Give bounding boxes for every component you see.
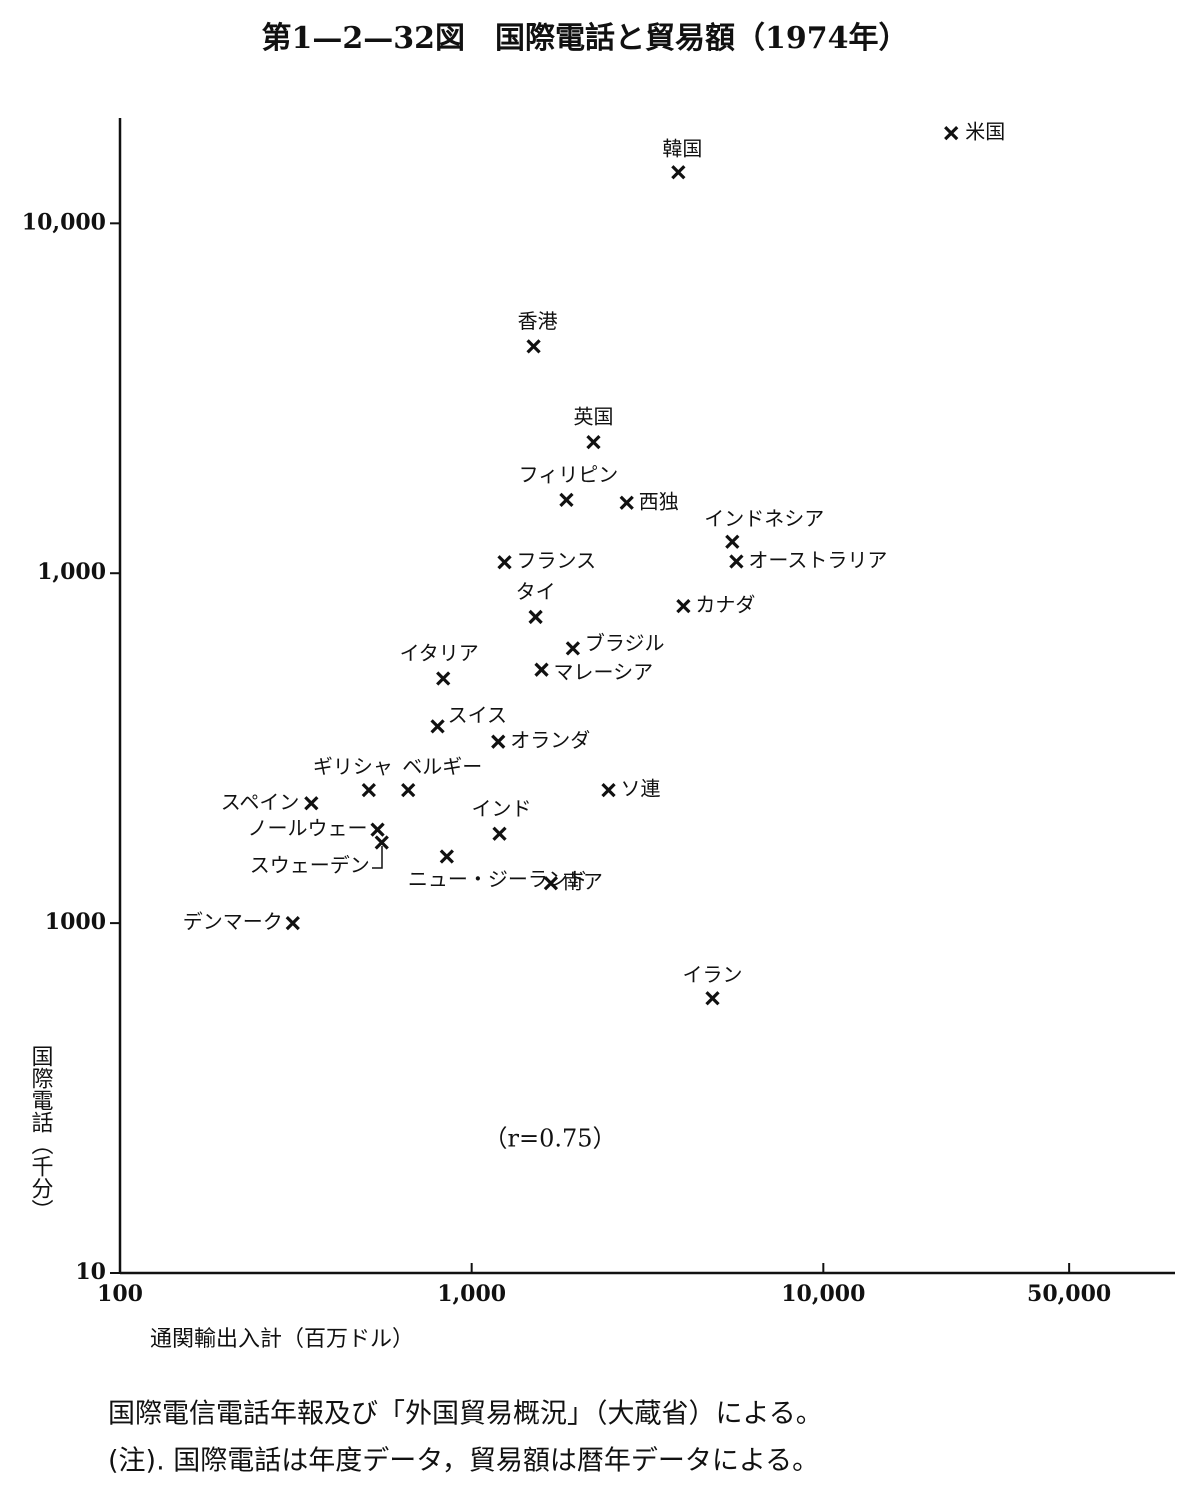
- point-label: 米国: [965, 120, 1005, 144]
- point-label: ブラジル: [585, 631, 665, 655]
- point: [439, 849, 454, 864]
- point: [705, 991, 720, 1006]
- point: [543, 876, 559, 891]
- point-label: イラン: [683, 963, 743, 987]
- point: [559, 492, 574, 508]
- point-label: 韓国: [662, 137, 702, 161]
- point: [361, 782, 376, 798]
- point: [492, 826, 507, 841]
- point-label: スイス: [448, 703, 507, 727]
- y-tick-label: 1000: [45, 909, 106, 935]
- leader-line: [372, 846, 383, 869]
- annotation: （r=0.75）: [483, 1125, 616, 1153]
- point-label: スペイン: [221, 790, 300, 814]
- y-tick-label: 1,000: [37, 559, 106, 585]
- point: [370, 822, 385, 837]
- point: [944, 126, 959, 141]
- point: [671, 165, 686, 180]
- point-label: フィリピン: [519, 462, 619, 486]
- x-axis-label: 通関輸出入計（百万ドル）: [150, 1327, 414, 1352]
- point: [491, 734, 506, 749]
- point-label: ノールウェー: [248, 816, 368, 840]
- x-tick-label: 10,000: [781, 1281, 865, 1307]
- point-label: インド: [472, 796, 532, 820]
- point-label: インドネシア: [704, 506, 824, 530]
- point-label: 英国: [573, 405, 613, 429]
- point-label: ニュー・ジーランド: [408, 867, 588, 891]
- point: [725, 534, 740, 549]
- x-tick-label: 50,000: [1027, 1281, 1111, 1307]
- point: [436, 671, 451, 686]
- point-label: オランダ: [510, 728, 590, 752]
- point-label: イタリア: [400, 641, 479, 665]
- y-tick-label: 10: [75, 1259, 106, 1285]
- point-label: 西独: [639, 489, 679, 513]
- point: [430, 719, 445, 734]
- point-label: オーストラリア: [748, 548, 887, 572]
- note: (注). 国際電話は年度データ，貿易額は暦年データによる。: [108, 1446, 819, 1477]
- y-axis-label: 国際電話（千分）: [28, 1045, 54, 1221]
- y-tick-label: 10,000: [22, 209, 106, 235]
- point: [565, 641, 581, 656]
- point-label: タイ: [516, 579, 556, 603]
- point: [285, 915, 300, 931]
- point: [528, 609, 543, 625]
- point-label: マレーシア: [554, 660, 654, 684]
- point-label: スウェーデン: [250, 853, 370, 877]
- point-label: デンマーク: [183, 910, 283, 934]
- point-label: ソ連: [621, 777, 661, 801]
- x-tick-label: 1,000: [437, 1281, 506, 1307]
- point: [374, 835, 389, 850]
- note: 国際電信電話年報及び「外国貿易概況」（大蔵省）による。: [108, 1399, 823, 1430]
- point-label: フランス: [517, 549, 597, 573]
- point-label: 香港: [518, 309, 558, 333]
- point: [401, 782, 416, 798]
- x-tick-label: 100: [97, 1281, 143, 1307]
- point-label: 南ア: [563, 870, 603, 894]
- point-label: カナダ: [695, 593, 755, 617]
- point: [676, 599, 691, 614]
- point: [304, 796, 319, 811]
- point: [497, 555, 512, 570]
- point-label: ベルギー: [402, 755, 482, 779]
- point: [526, 339, 541, 354]
- point: [586, 434, 601, 450]
- point: [729, 554, 744, 569]
- point-label: ギリシャ: [313, 755, 393, 779]
- point: [601, 782, 616, 798]
- point: [534, 662, 549, 677]
- chart-title: 第1—2—32図 国際電話と貿易額（1974年）: [262, 21, 909, 56]
- point: [619, 495, 634, 510]
